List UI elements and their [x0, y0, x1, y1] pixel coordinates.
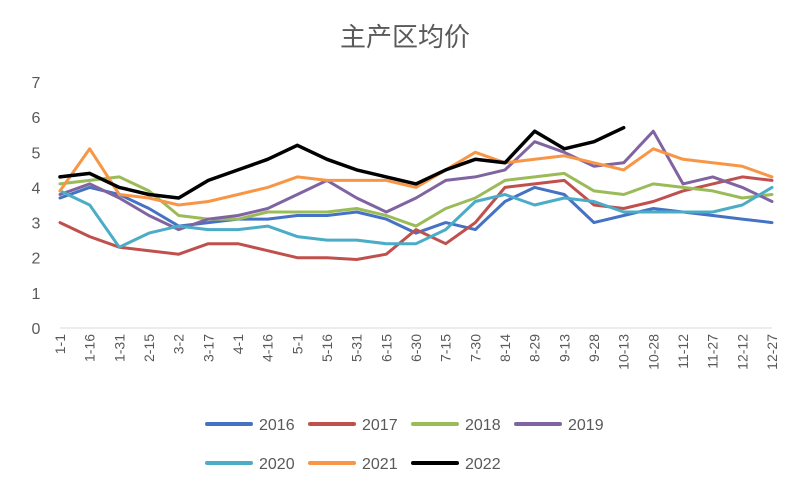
x-tick-label: 4-1 [230, 334, 246, 354]
y-tick-label: 4 [32, 180, 41, 197]
y-tick-label: 3 [32, 216, 41, 233]
series-line-2020 [58, 185, 774, 249]
x-tick-label: 4-16 [260, 334, 276, 362]
series-line-2021 [58, 147, 774, 207]
x-tick-label: 2-15 [141, 334, 157, 362]
x-tick-label: 9-28 [586, 334, 602, 362]
y-tick-label: 2 [32, 251, 41, 268]
x-axis: 1-1 1-16 1-31 2-15 3-2 3-17 4-1 4-16 5-1 5-16 5-31… [52, 327, 780, 370]
y-tick-label: 7 [32, 75, 41, 92]
x-tick-label: 8-14 [497, 334, 513, 362]
x-tick-label: 5-31 [349, 334, 365, 362]
x-tick-label: 1-1 [52, 334, 68, 354]
y-tick-label: 1 [32, 286, 41, 303]
x-tick-label: 3-2 [171, 334, 187, 354]
y-tick-label: 5 [32, 145, 41, 162]
x-tick-label: 7-30 [467, 334, 483, 362]
legend-label-2018: 2018 [465, 417, 501, 434]
series-line-2022 [58, 125, 626, 200]
chart-title: 主产区均价 [340, 23, 470, 53]
x-tick-label: 10-28 [645, 334, 661, 370]
legend: 2016 2017 2018 2019 2020 2021 2022 [205, 417, 604, 473]
x-tick-label: 10-13 [616, 334, 632, 370]
legend-label-2022: 2022 [465, 456, 501, 473]
x-tick-label: 5-1 [289, 334, 305, 354]
x-tick-label: 1-31 [111, 334, 127, 362]
x-tick-label: 11-27 [705, 334, 721, 369]
series-lines [58, 125, 774, 261]
y-tick-label: 0 [32, 321, 41, 338]
x-tick-label: 12-12 [734, 334, 750, 370]
x-tick-label: 9-13 [556, 334, 572, 362]
legend-label-2016: 2016 [259, 417, 295, 434]
legend-label-2019: 2019 [568, 417, 604, 434]
x-tick-label: 6-30 [408, 334, 424, 362]
x-tick-label: 6-15 [378, 334, 394, 362]
x-tick-label: 3-17 [200, 334, 216, 362]
x-tick-label: 7-15 [438, 334, 454, 362]
y-axis: 0 1 2 3 4 5 6 7 [32, 75, 41, 338]
x-tick-label: 5-16 [319, 334, 335, 362]
x-tick-label: 8-29 [527, 334, 543, 362]
legend-label-2021: 2021 [362, 456, 398, 473]
x-tick-label: 1-16 [82, 334, 98, 362]
series-line-2018 [58, 171, 774, 228]
legend-label-2017: 2017 [362, 417, 398, 434]
x-tick-label: 11-12 [675, 334, 691, 369]
series-line-2017 [58, 175, 774, 261]
legend-label-2020: 2020 [259, 456, 295, 473]
series-line-2019 [58, 129, 774, 232]
y-tick-label: 6 [32, 110, 41, 127]
x-tick-label: 12-27 [764, 334, 780, 370]
